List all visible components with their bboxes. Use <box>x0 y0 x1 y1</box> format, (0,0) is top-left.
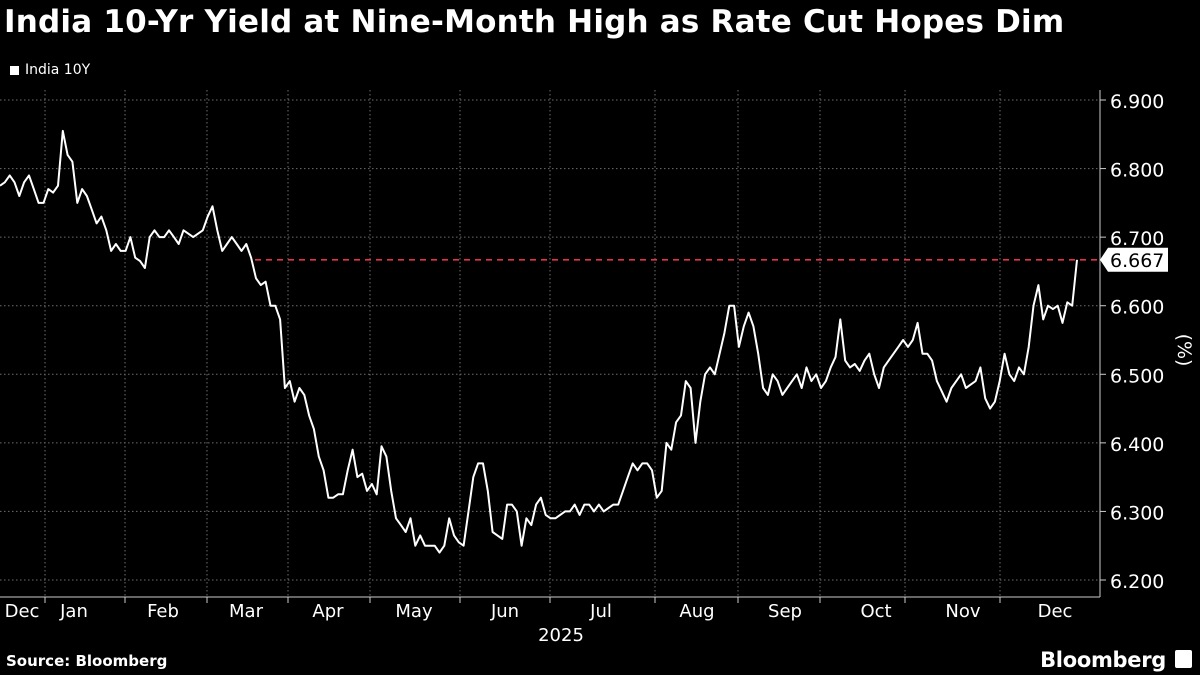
last-value-box <box>1100 247 1168 272</box>
x-tick-label: Jan <box>59 601 88 622</box>
legend-label: India 10Y <box>25 62 91 78</box>
x-tick-label: Jul <box>589 601 612 622</box>
y-tick-label: 6.400 <box>1110 434 1164 456</box>
y-tick-label: 6.800 <box>1110 160 1164 182</box>
x-tick-label: Mar <box>229 601 264 622</box>
x-tick-label: Sep <box>768 601 802 622</box>
y-tick-label: 6.600 <box>1110 297 1164 319</box>
series-layer <box>0 129 1078 554</box>
legend: India 10Y <box>10 62 90 78</box>
bloomberg-logo-icon <box>1175 650 1192 668</box>
x-tick-label: Apr <box>312 601 344 622</box>
x-tick-label: Jun <box>490 601 519 622</box>
series-line-india-10y <box>0 129 1078 554</box>
x-tick-label: Nov <box>945 601 980 622</box>
legend-swatch <box>10 65 19 75</box>
y-tick-label: 6.500 <box>1110 365 1164 387</box>
axes <box>0 90 1106 603</box>
x-year-label: 2025 <box>538 625 584 646</box>
y-tick-label: 6.200 <box>1110 571 1164 593</box>
last-value-callout: 6.667 <box>1100 247 1168 272</box>
label-layer: 6.900 6.800 6.700 6.600 6.500 6.400 6.300 6.200… <box>5 91 1195 646</box>
y-tick-label: 6.700 <box>1110 228 1164 250</box>
x-tick-label: Dec <box>5 601 40 622</box>
last-value-label: 6.667 <box>1110 250 1164 272</box>
x-tick-label: May <box>395 601 433 622</box>
x-tick-label: Dec <box>1038 601 1073 622</box>
y-tick-label: 6.300 <box>1110 502 1164 524</box>
x-tick-label: Oct <box>860 601 891 622</box>
bloomberg-wordmark: Bloomberg <box>1040 648 1166 672</box>
y-axis-label: (%) <box>1173 334 1195 367</box>
source-note: Source: Bloomberg <box>6 652 168 670</box>
grid <box>0 90 1100 597</box>
x-tick-label: Aug <box>679 601 714 622</box>
x-tick-label: Feb <box>147 601 179 622</box>
y-tick-label: 6.900 <box>1110 91 1164 113</box>
chart-title: India 10-Yr Yield at Nine-Month High as … <box>4 4 1065 40</box>
